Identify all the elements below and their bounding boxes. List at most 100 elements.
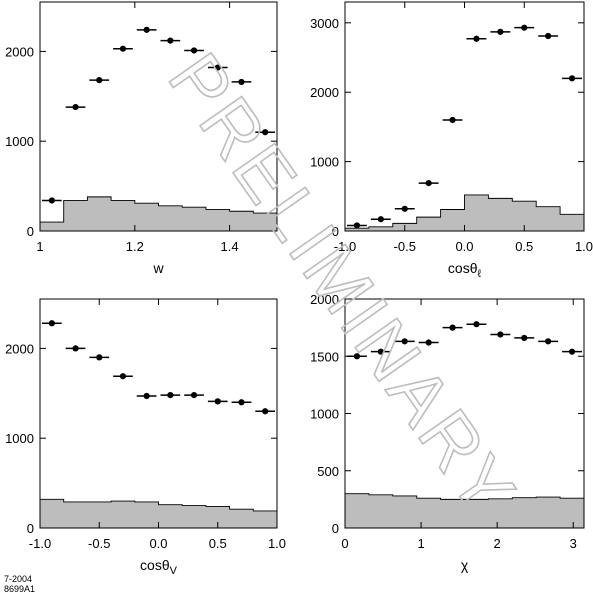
data-point [442,116,463,124]
data-point [231,78,252,86]
x-tick-label: 1 [36,239,43,254]
plot-frame [39,1,278,232]
x-tick-label: 1.0 [268,536,286,551]
footer-code: 8699A1 [4,584,36,594]
data-marker [401,338,408,345]
background-histogram [345,493,584,528]
data-point [89,77,110,84]
data-marker [72,345,79,352]
chart-panel-cos-theta-v: -1.0 -0.5 0.0 0.5 1.0 0 1000 2000 cosθV [5,298,286,577]
x-axis-title: cosθℓ [448,260,482,280]
y-tick-label: 0 [27,224,34,239]
data-point [394,205,415,212]
data-point [160,37,181,44]
data-marker [545,338,552,345]
data-point [514,334,535,342]
x-tick-label: 1.2 [126,239,144,254]
x-tick-label: 1 [417,536,424,551]
chart-panel-w: 1 1.2 1.4 0 1000 2000 w [5,1,278,276]
y-tick-label: 1000 [5,134,34,149]
data-marker [497,331,504,338]
x-axis-title-main: w [152,260,164,276]
x-tick-label: 0 [341,536,348,551]
y-tick-label: 2000 [5,341,34,356]
data-point [466,321,487,328]
data-point [136,392,157,400]
data-marker [48,320,55,327]
data-marker [238,78,245,86]
data-marker [568,75,576,82]
x-tick-label: -1.0 [334,239,356,254]
data-point [42,320,62,327]
data-marker [521,334,528,342]
y-tick-label: 1000 [310,155,339,170]
data-marker [214,398,221,405]
x-tick-label: -0.5 [394,239,416,254]
data-point [490,28,511,35]
data-point [42,197,62,204]
data-marker [377,216,384,223]
data-point [538,338,559,345]
data-point [113,373,133,380]
data-marker [119,45,127,52]
x-tick-label: 2 [494,536,501,551]
data-marker [190,391,198,399]
x-axis-title: χ [461,557,469,573]
data-marker [96,354,103,361]
y-tick-label: 0 [27,521,34,536]
data-point [370,216,391,223]
data-marker [425,180,432,187]
data-marker [214,64,221,71]
data-marker [449,116,456,124]
x-axis-title-main: cosθ [140,557,170,573]
data-marker [96,77,103,84]
data-marker [568,348,576,355]
data-marker [401,205,408,212]
data-marker [377,348,384,355]
data-point [65,103,86,111]
data-point [89,354,110,361]
data-point [231,399,252,406]
y-tick-label: 3000 [310,16,339,31]
data-marker [473,321,480,328]
data-point [418,339,439,346]
background-histogram [40,196,277,231]
x-tick-label: -1.0 [29,536,51,551]
data-marker [521,24,528,31]
data-point [418,180,439,187]
data-marker [497,28,504,35]
y-tick-label: 1000 [5,431,34,446]
data-point [255,408,275,415]
data-marker [72,103,79,111]
data-marker [262,129,269,136]
x-tick-label: 1.0 [575,239,593,254]
data-point [65,345,86,352]
data-marker [190,47,198,54]
data-point [347,222,367,229]
data-marker [262,408,269,415]
x-tick-label: -0.5 [88,536,110,551]
plot-frame [39,298,278,529]
data-point [562,75,582,82]
data-marker [167,391,174,399]
data-point [207,398,228,405]
data-point [160,391,181,399]
y-tick-label: 2000 [5,44,34,59]
data-marker [425,339,432,346]
data-point [113,45,133,52]
data-point [394,338,415,345]
data-marker [545,32,552,40]
data-point [490,331,511,338]
x-tick-label: 3 [570,536,577,551]
data-point [442,324,463,331]
data-marker [143,392,150,400]
y-tick-label: 2000 [310,85,339,100]
chart-panel-cos-theta-l: -1.0 -0.5 0.0 0.5 1.0 0 1000 2000 3000 cosθℓ [310,1,593,280]
background-histogram [40,498,277,528]
y-tick-label: 1500 [310,349,339,364]
x-axis-title-subscript: ℓ [478,268,482,280]
chart-panel-chi: 0 1 2 3 0 500 1000 1500 2000 χ [310,292,585,573]
x-tick-label: 0.5 [515,239,533,254]
